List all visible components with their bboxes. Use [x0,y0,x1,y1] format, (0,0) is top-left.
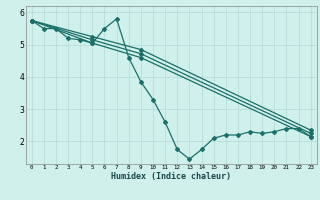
X-axis label: Humidex (Indice chaleur): Humidex (Indice chaleur) [111,172,231,181]
